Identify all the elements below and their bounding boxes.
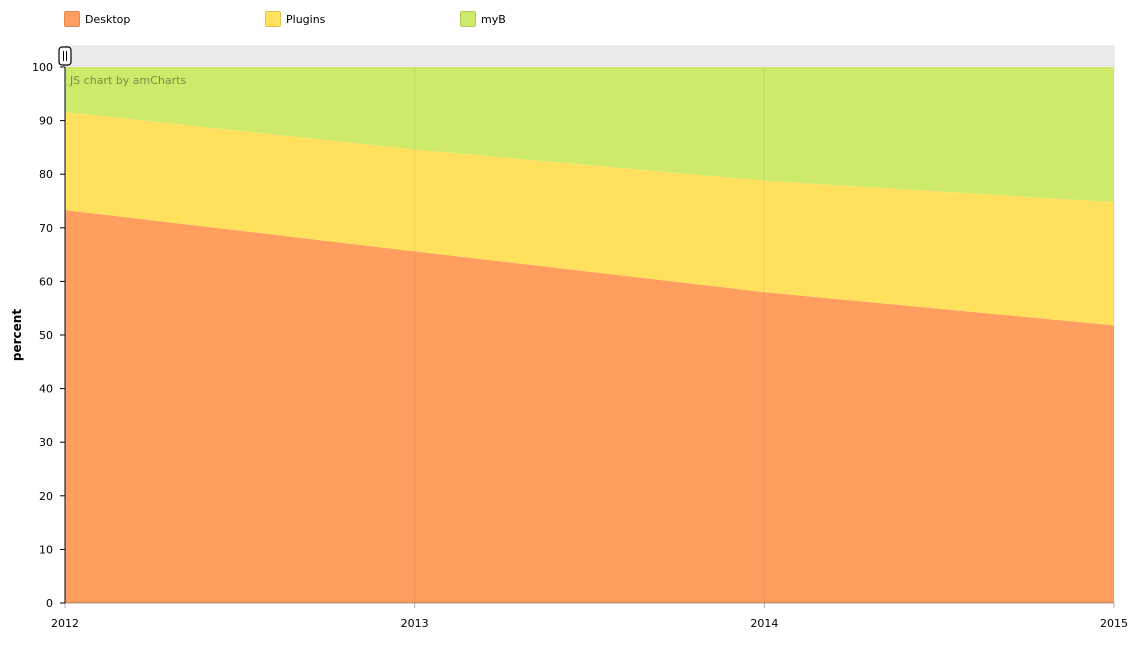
y-tick-label: 100 bbox=[32, 61, 53, 74]
y-tick-label: 20 bbox=[39, 490, 53, 503]
legend-label: Desktop bbox=[85, 12, 131, 26]
x-tick-label: 2015 bbox=[1100, 617, 1128, 630]
y-tick-label: 10 bbox=[39, 543, 53, 556]
legend: Desktop Plugins myB bbox=[0, 0, 1147, 40]
legend-swatch-desktop bbox=[64, 11, 80, 27]
y-tick-label: 70 bbox=[39, 222, 53, 235]
y-tick-label: 50 bbox=[39, 329, 53, 342]
chart-credit[interactable]: JS chart by amCharts bbox=[69, 74, 186, 87]
legend-item-desktop[interactable]: Desktop bbox=[64, 9, 130, 29]
y-tick-label: 80 bbox=[39, 168, 53, 181]
y-tick-label: 60 bbox=[39, 275, 53, 288]
y-axis-title: percent bbox=[10, 309, 24, 361]
x-tick-label: 2013 bbox=[401, 617, 429, 630]
legend-item-plugins[interactable]: Plugins bbox=[265, 9, 325, 29]
legend-swatch-myb bbox=[460, 11, 476, 27]
legend-item-myb[interactable]: myB bbox=[460, 9, 506, 29]
scrollbar-handle-grip-icon[interactable] bbox=[58, 46, 72, 66]
x-tick-label: 2014 bbox=[750, 617, 778, 630]
chart-scrollbar-thumb[interactable] bbox=[65, 46, 1114, 66]
series-area-plugins[interactable] bbox=[65, 112, 1114, 326]
legend-label: Plugins bbox=[286, 12, 326, 26]
series-area-myb[interactable] bbox=[65, 67, 1114, 203]
x-tick-label: 2012 bbox=[51, 617, 79, 630]
y-tick-label: 90 bbox=[39, 115, 53, 128]
y-tick-label: 40 bbox=[39, 383, 53, 396]
legend-label: myB bbox=[481, 12, 506, 26]
y-tick-label: 0 bbox=[46, 597, 53, 610]
y-tick-label: 30 bbox=[39, 436, 53, 449]
series-area-desktop[interactable] bbox=[65, 210, 1114, 603]
legend-swatch-plugins bbox=[265, 11, 281, 27]
